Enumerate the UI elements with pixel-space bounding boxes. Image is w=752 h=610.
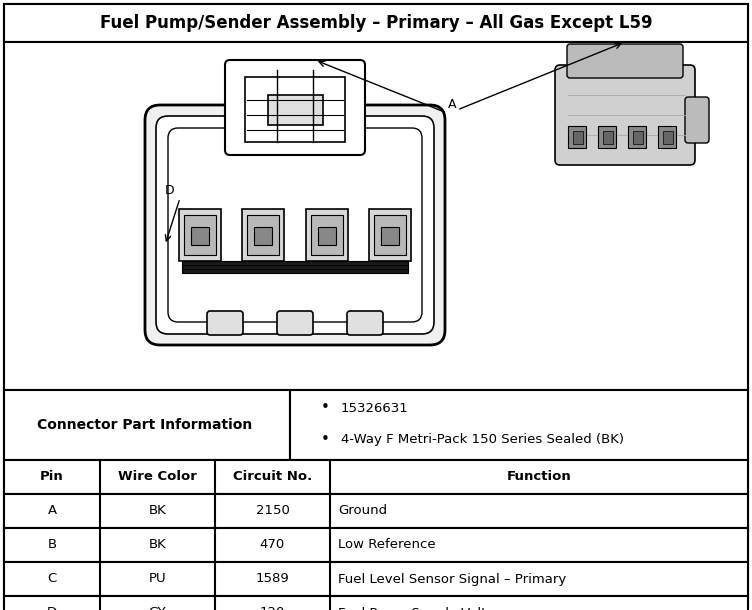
Text: D: D bbox=[165, 184, 174, 196]
FancyBboxPatch shape bbox=[658, 126, 676, 148]
Text: Function: Function bbox=[507, 470, 572, 484]
FancyBboxPatch shape bbox=[374, 215, 406, 255]
FancyBboxPatch shape bbox=[225, 60, 365, 155]
FancyBboxPatch shape bbox=[369, 209, 411, 261]
FancyBboxPatch shape bbox=[555, 65, 695, 165]
Bar bbox=[4, 562, 748, 596]
Bar bbox=[4, 528, 748, 562]
FancyBboxPatch shape bbox=[191, 227, 209, 245]
FancyBboxPatch shape bbox=[381, 227, 399, 245]
FancyBboxPatch shape bbox=[268, 95, 323, 125]
Bar bbox=[4, 42, 748, 390]
FancyBboxPatch shape bbox=[145, 105, 445, 345]
Text: Ground: Ground bbox=[338, 504, 387, 517]
Bar bbox=[4, 4, 748, 42]
Bar bbox=[603, 131, 613, 144]
Text: GY: GY bbox=[149, 606, 166, 610]
Text: BK: BK bbox=[149, 539, 166, 551]
Bar bbox=[633, 131, 643, 144]
Bar bbox=[182, 261, 408, 273]
FancyBboxPatch shape bbox=[184, 215, 216, 255]
FancyBboxPatch shape bbox=[254, 227, 272, 245]
Text: Low Reference: Low Reference bbox=[338, 539, 435, 551]
Text: Wire Color: Wire Color bbox=[118, 470, 197, 484]
Text: 470: 470 bbox=[260, 539, 285, 551]
FancyBboxPatch shape bbox=[568, 126, 586, 148]
FancyBboxPatch shape bbox=[567, 44, 683, 78]
Bar bbox=[4, 596, 748, 610]
Text: Circuit No.: Circuit No. bbox=[233, 470, 312, 484]
Bar bbox=[4, 494, 748, 528]
FancyBboxPatch shape bbox=[306, 209, 348, 261]
FancyBboxPatch shape bbox=[628, 126, 646, 148]
Text: 4-Way F Metri-Pack 150 Series Sealed (BK): 4-Way F Metri-Pack 150 Series Sealed (BK… bbox=[341, 434, 624, 447]
Text: BK: BK bbox=[149, 504, 166, 517]
FancyBboxPatch shape bbox=[168, 128, 422, 322]
Text: A: A bbox=[47, 504, 56, 517]
Text: •: • bbox=[320, 401, 329, 415]
Text: Pin: Pin bbox=[40, 470, 64, 484]
FancyBboxPatch shape bbox=[179, 209, 221, 261]
Text: •: • bbox=[320, 432, 329, 448]
Text: 1589: 1589 bbox=[256, 573, 290, 586]
FancyBboxPatch shape bbox=[311, 215, 343, 255]
FancyBboxPatch shape bbox=[318, 227, 336, 245]
FancyBboxPatch shape bbox=[156, 116, 434, 334]
FancyBboxPatch shape bbox=[247, 215, 279, 255]
FancyBboxPatch shape bbox=[685, 97, 709, 143]
FancyBboxPatch shape bbox=[347, 311, 383, 335]
Text: Connector Part Information: Connector Part Information bbox=[38, 418, 253, 432]
Text: 120: 120 bbox=[259, 606, 285, 610]
Text: PU: PU bbox=[149, 573, 166, 586]
Text: 15326631: 15326631 bbox=[341, 401, 409, 415]
Bar bbox=[663, 131, 673, 144]
Bar bbox=[290, 390, 748, 460]
FancyBboxPatch shape bbox=[245, 77, 345, 142]
FancyBboxPatch shape bbox=[207, 311, 243, 335]
Bar bbox=[4, 460, 748, 494]
Bar bbox=[573, 131, 583, 144]
Text: C: C bbox=[47, 573, 56, 586]
Text: Fuel Pump Supply Voltage: Fuel Pump Supply Voltage bbox=[338, 606, 511, 610]
FancyBboxPatch shape bbox=[598, 126, 616, 148]
Bar bbox=[4, 390, 290, 460]
Text: B: B bbox=[47, 539, 56, 551]
Text: Fuel Pump/Sender Assembly – Primary – All Gas Except L59: Fuel Pump/Sender Assembly – Primary – Al… bbox=[100, 14, 652, 32]
Text: Fuel Level Sensor Signal – Primary: Fuel Level Sensor Signal – Primary bbox=[338, 573, 566, 586]
FancyBboxPatch shape bbox=[277, 311, 313, 335]
Text: A: A bbox=[447, 98, 456, 112]
Text: D: D bbox=[47, 606, 57, 610]
FancyBboxPatch shape bbox=[242, 209, 284, 261]
Text: 2150: 2150 bbox=[256, 504, 290, 517]
